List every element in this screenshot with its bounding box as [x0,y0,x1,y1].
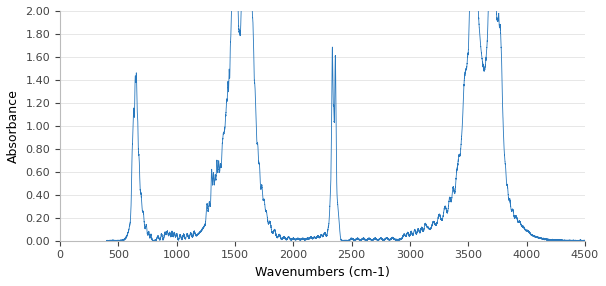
Y-axis label: Absorbance: Absorbance [7,89,20,163]
X-axis label: Wavenumbers (cm-1): Wavenumbers (cm-1) [255,266,390,279]
